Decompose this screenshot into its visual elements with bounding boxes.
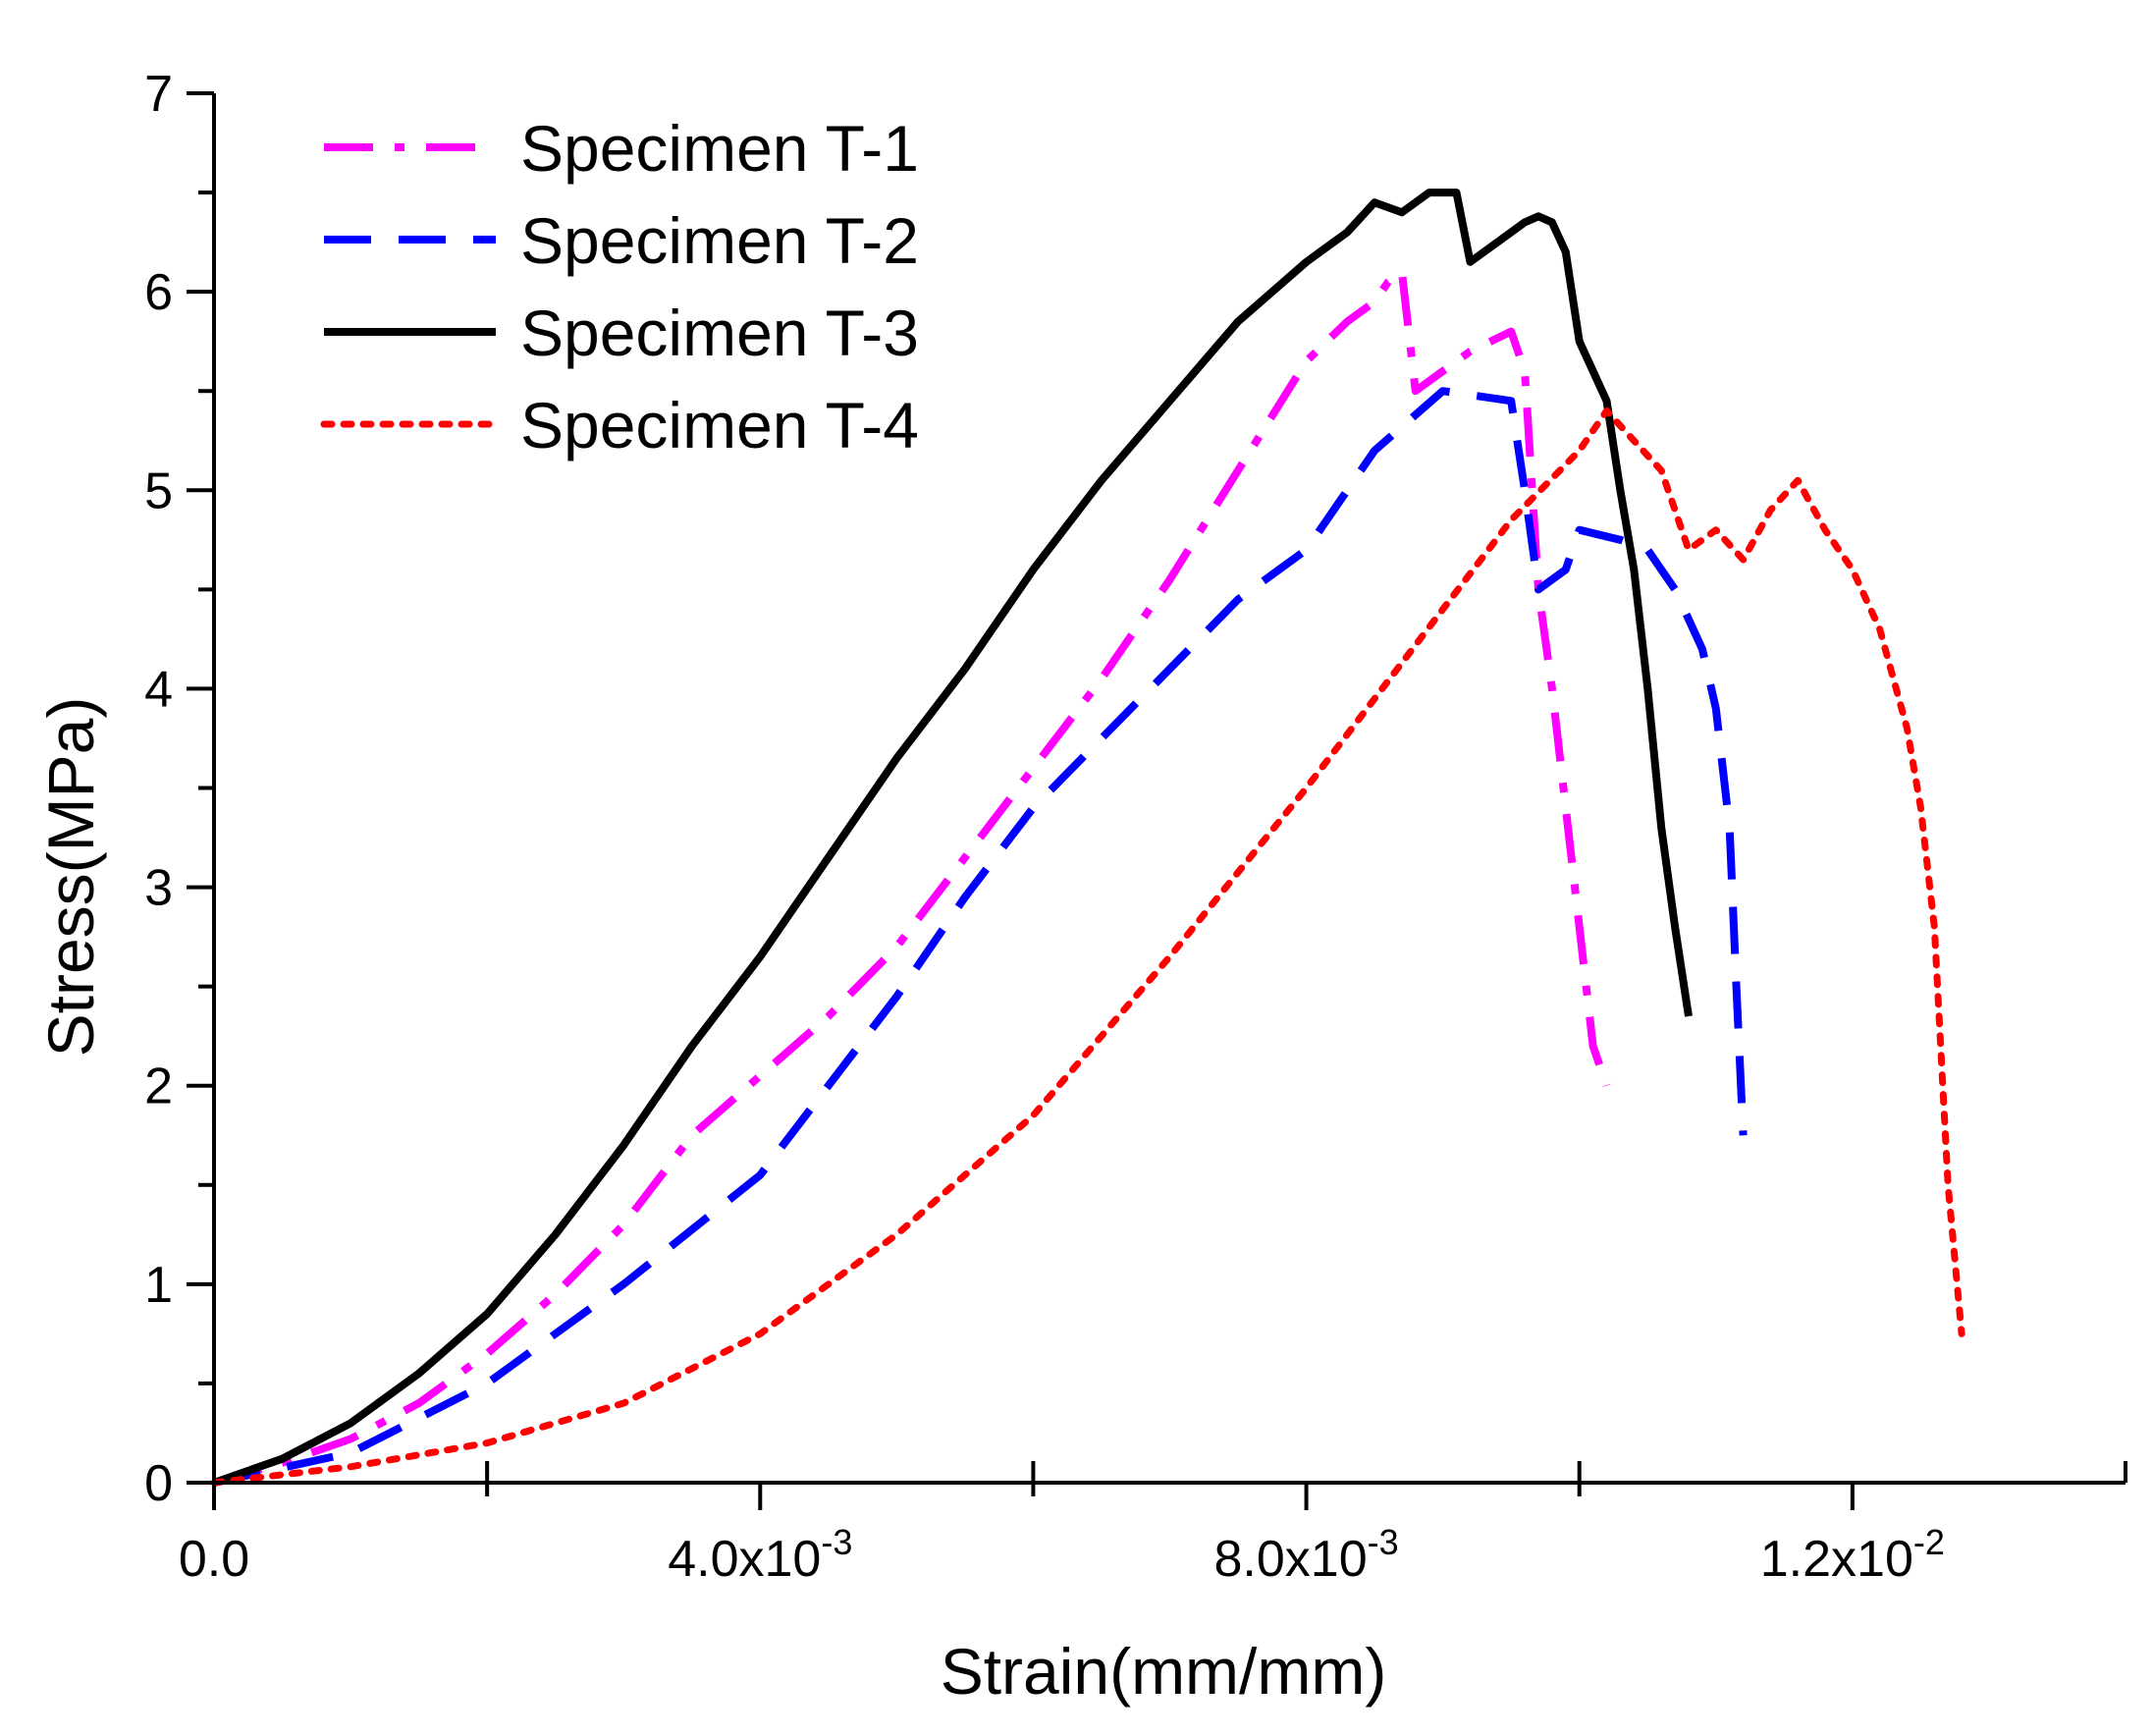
x-tick-label: 8.0x10-3 [1213,1522,1398,1588]
y-axis-title: Stress(MPa) [34,697,107,1058]
y-tick-label: 6 [144,264,173,321]
y-tick-label: 1 [144,1257,173,1314]
series-line-2 [213,387,1748,1487]
legend: Specimen T-1 Specimen T-2 Specimen T-3 Spec… [320,112,919,461]
ticks: 0 1 2 3 4 5 6 7 0.0 4.0x10-3 8.0x10-3 1.2x10-2 [144,66,2127,1588]
series-line-4 [210,407,1965,1487]
x-axis-title: Strain(mm/mm) [941,1635,1387,1708]
y-tick-label: 4 [144,661,173,718]
y-tick-label: 0 [144,1455,173,1512]
x-tick-label: 0.0 [179,1531,249,1588]
y-tick-label: 7 [144,66,173,123]
x-tick-label: 1.2x10-2 [1760,1522,1945,1588]
y-tick-label: 3 [144,860,173,917]
legend-label-4: Specimen T-4 [520,389,919,461]
series-line-3 [212,189,1693,1487]
x-tick-label: 4.0x10-3 [668,1522,852,1588]
legend-label-2: Specimen T-2 [520,204,919,277]
y-tick-label: 2 [144,1058,173,1115]
legend-label-3: Specimen T-3 [520,297,919,369]
y-tick-label: 5 [144,462,173,519]
legend-label-1: Specimen T-1 [520,112,919,185]
plot-lines [210,189,1965,1487]
